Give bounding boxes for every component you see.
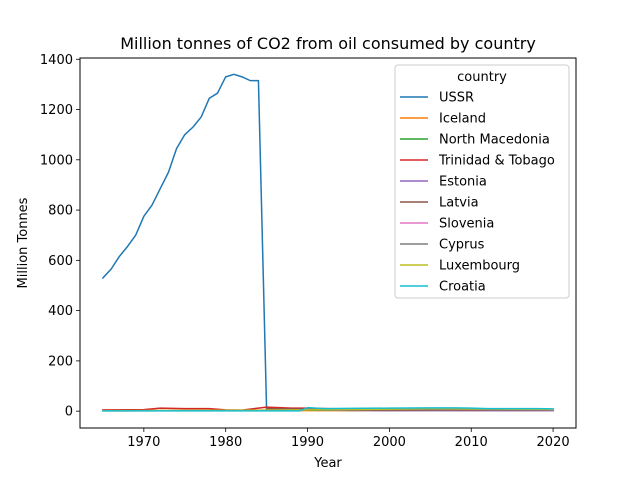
y-tick-label: 400 xyxy=(48,304,73,319)
x-tick-label: 2000 xyxy=(373,435,406,450)
legend-entry-label: Slovenia xyxy=(439,217,494,232)
x-tick-label: 1980 xyxy=(209,435,242,450)
legend-items: USSR Iceland North Macedonia Trinidad & Tob… xyxy=(400,91,555,295)
legend: country USSR Iceland North Macedonia Trinid… xyxy=(394,64,570,299)
legend-title: country xyxy=(457,70,507,85)
chart-title: Million tonnes of CO2 from oil consumed … xyxy=(120,34,536,53)
legend-entry-label: Trinidad & Tobago xyxy=(438,154,555,169)
y-tick-label: 1000 xyxy=(40,153,73,168)
legend-entry-label: Cyprus xyxy=(439,238,485,253)
legend-frame xyxy=(394,64,570,299)
y-tick-label: 0 xyxy=(65,405,73,420)
plot-frame xyxy=(79,57,577,429)
legend-entry-label: North Macedonia xyxy=(439,133,550,148)
y-tick-label: 200 xyxy=(48,354,73,369)
y-tick-label: 800 xyxy=(48,204,73,219)
x-tick-label: 2010 xyxy=(455,435,488,450)
y-tick-label: 600 xyxy=(48,254,73,269)
x-tick-label: 1990 xyxy=(291,435,324,450)
x-tick-label: 2020 xyxy=(537,435,570,450)
series-line-croatia xyxy=(102,406,554,412)
x-axis-label: Year xyxy=(313,456,342,471)
series-line-ussr xyxy=(101,73,268,412)
legend-entry-label: USSR xyxy=(439,91,474,106)
y-axis-label: Million Tonnes xyxy=(16,197,31,288)
legend-entry-label: Luxembourg xyxy=(439,259,520,274)
series-layer xyxy=(101,73,554,412)
legend-entry-label: Estonia xyxy=(439,175,487,190)
y-axis-ticks: 0 200 400 600 800 1000 1200 1400 xyxy=(40,53,80,420)
x-tick-label: 1970 xyxy=(127,435,160,450)
x-axis-ticks: 1970 1980 1990 2000 2010 2020 xyxy=(127,428,570,450)
y-tick-label: 1400 xyxy=(40,53,73,68)
legend-entry-label: Iceland xyxy=(439,112,486,127)
y-tick-label: 1200 xyxy=(40,103,73,118)
legend-entry-label: Croatia xyxy=(439,280,486,295)
legend-entry-label: Latvia xyxy=(439,196,479,211)
